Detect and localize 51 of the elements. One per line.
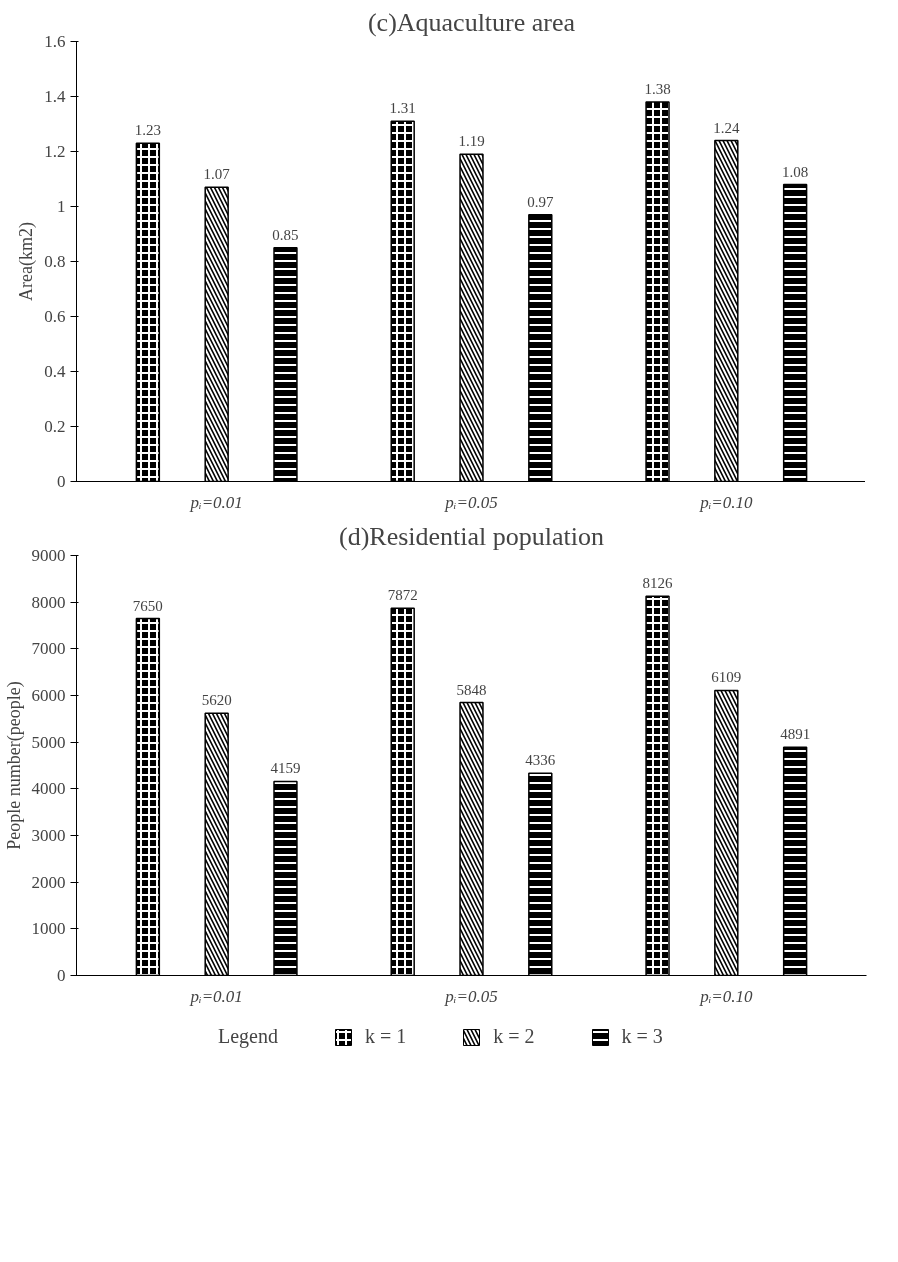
- data-label: 7650: [132, 597, 163, 614]
- y-tick-label: 3000: [31, 826, 66, 845]
- y-tick-label: 4000: [31, 779, 66, 799]
- y-tick-label: 0: [57, 966, 66, 985]
- data-label: 8126: [642, 575, 674, 592]
- legend-label: k = 3: [621, 1025, 663, 1048]
- y-tick-label: 1.2: [44, 142, 66, 161]
- x-tick-label: pᵢ=0.05: [444, 492, 498, 512]
- chart-title: (d)Residential population: [339, 521, 605, 551]
- data-label: 4159: [270, 760, 301, 777]
- y-tick-label: 7000: [31, 639, 66, 659]
- data-label: 1.24: [713, 119, 740, 136]
- y-axis-title: Area(km2): [16, 222, 38, 301]
- y-tick-label: 8000: [31, 592, 66, 612]
- x-tick-label: pᵢ=0.01: [189, 492, 243, 512]
- data-label: 5620: [201, 692, 232, 709]
- y-tick-label: 0: [57, 472, 66, 491]
- y-tick-label: 6000: [31, 686, 66, 705]
- y-tick-label: 1000: [31, 919, 66, 939]
- data-label: 6109: [711, 669, 742, 686]
- y-tick-label: 1: [57, 197, 66, 216]
- data-label: 7872: [387, 587, 418, 604]
- data-label: 5848: [456, 681, 487, 698]
- y-tick-label: 0.2: [44, 417, 66, 436]
- x-tick-label: pᵢ=0.10: [699, 492, 754, 512]
- data-label: 1.19: [458, 133, 485, 150]
- y-tick-label: 0.6: [44, 307, 66, 326]
- data-label: 4336: [525, 752, 556, 769]
- data-label: 1.07: [203, 166, 231, 183]
- data-label: 1.23: [134, 122, 161, 139]
- y-tick-label: 9000: [31, 546, 66, 565]
- data-label: 1.08: [782, 163, 809, 180]
- y-tick-label: 1.4: [44, 87, 66, 106]
- y-tick-label: 0.8: [44, 252, 66, 271]
- data-label: 4891: [780, 726, 811, 743]
- chart-title: (c)Aquaculture area: [367, 7, 576, 37]
- y-tick-label: 1.6: [44, 32, 66, 51]
- y-axis-title: People number(people): [3, 681, 25, 850]
- y-tick-label: 0.4: [44, 362, 66, 381]
- legend-label: k = 2: [493, 1025, 535, 1048]
- x-tick-label: pᵢ=0.01: [189, 986, 243, 1006]
- x-tick-label: pᵢ=0.10: [699, 986, 754, 1006]
- legend-title: Legend: [218, 1025, 278, 1048]
- y-tick-label: 5000: [31, 732, 66, 752]
- data-label: 1.31: [389, 100, 416, 117]
- legend-label: k = 1: [364, 1025, 407, 1048]
- y-tick-label: 2000: [31, 872, 66, 892]
- data-label: 0.97: [527, 193, 554, 210]
- data-label: 0.85: [272, 226, 299, 243]
- data-label: 1.38: [644, 81, 671, 97]
- x-tick-label: pᵢ=0.05: [444, 986, 498, 1006]
